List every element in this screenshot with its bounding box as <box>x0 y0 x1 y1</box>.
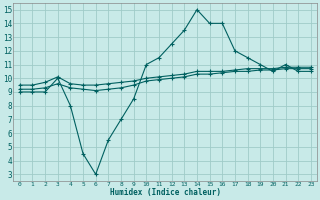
X-axis label: Humidex (Indice chaleur): Humidex (Indice chaleur) <box>110 188 221 197</box>
